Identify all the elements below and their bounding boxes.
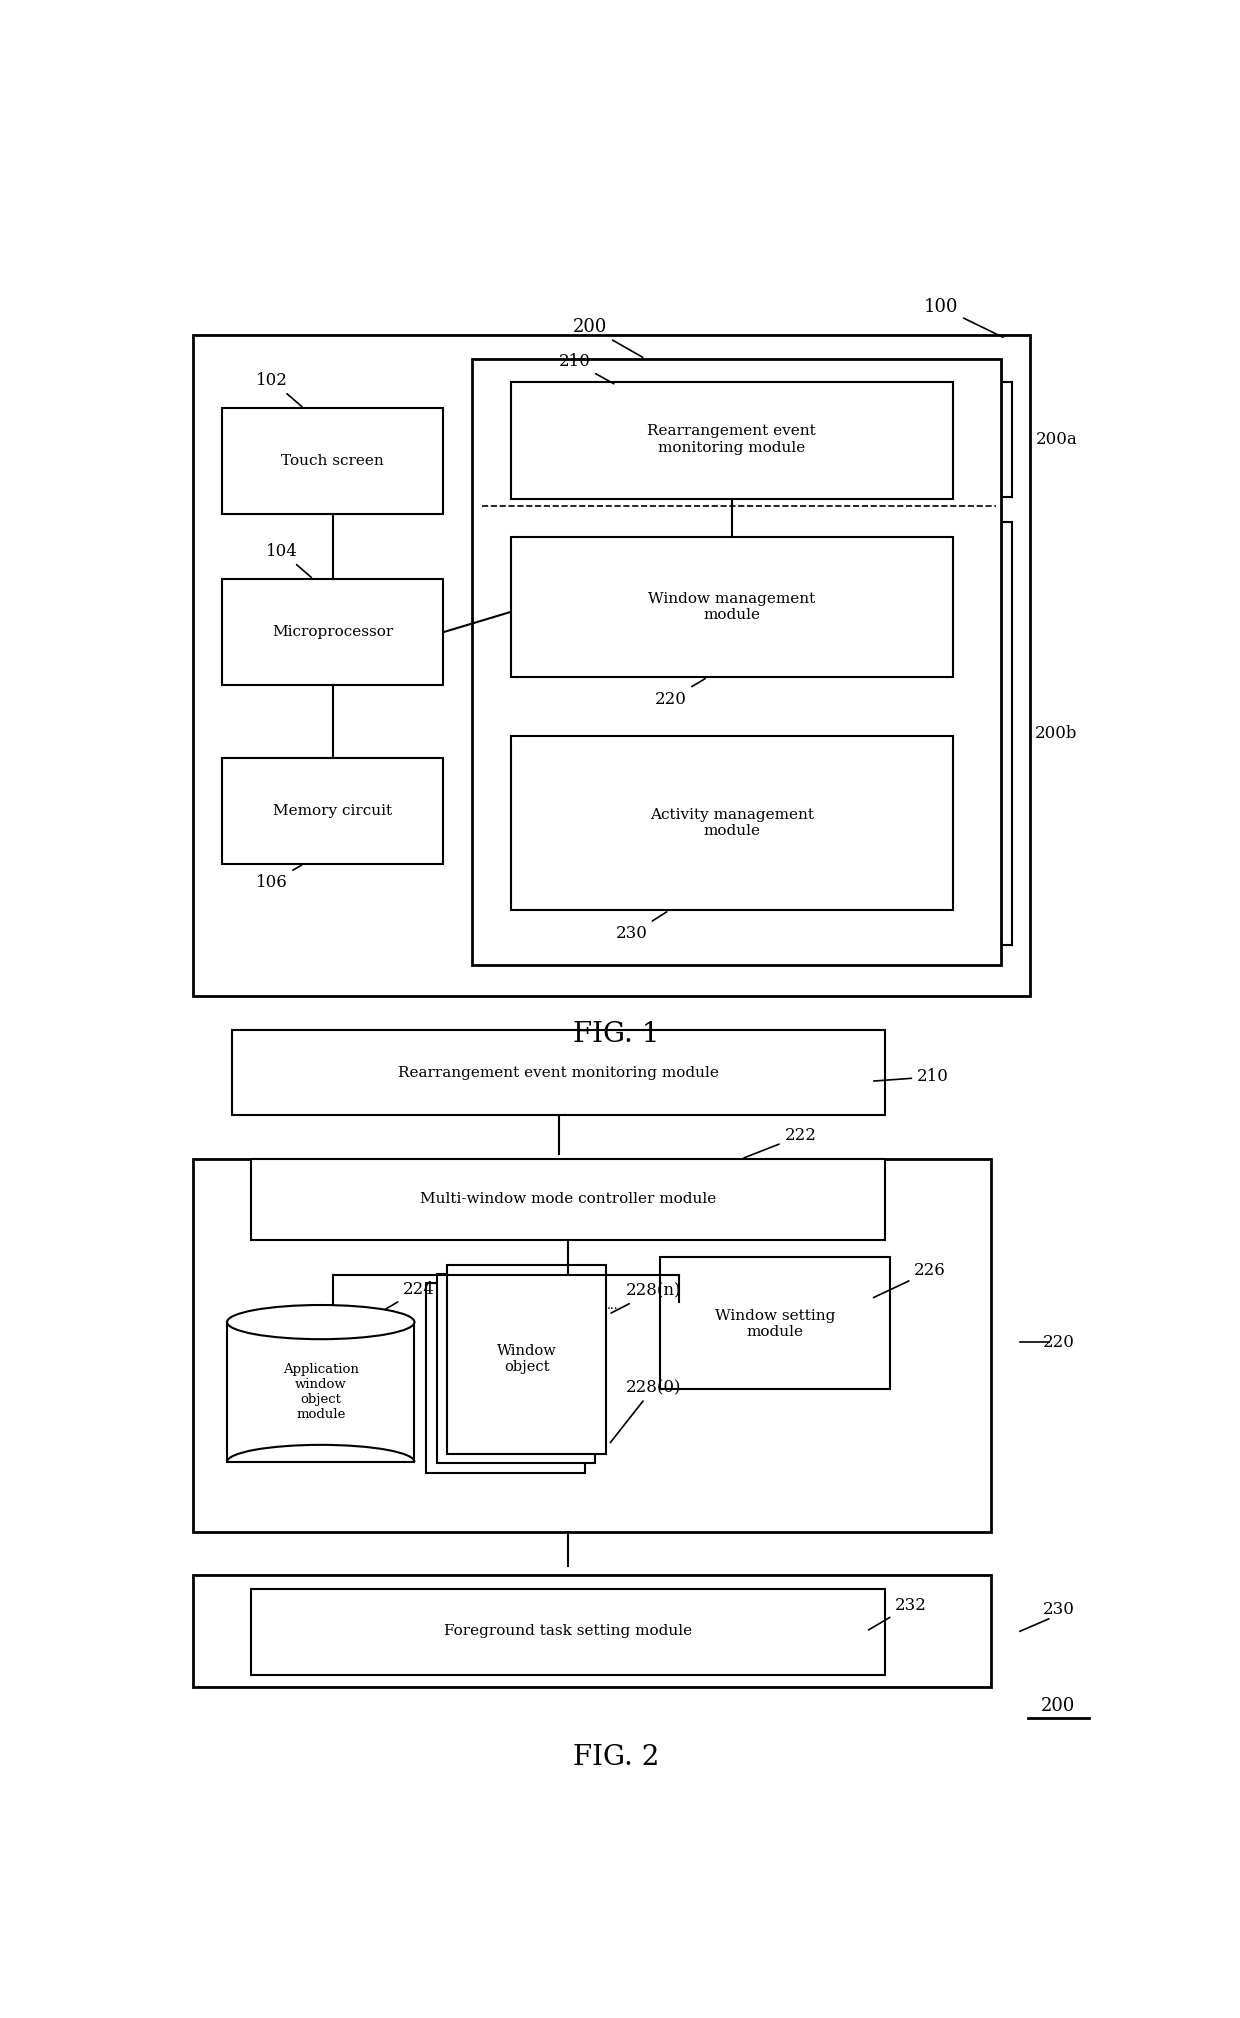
Text: ...: ...	[606, 1298, 619, 1312]
FancyBboxPatch shape	[427, 1283, 584, 1473]
FancyBboxPatch shape	[511, 537, 952, 678]
Text: 200b: 200b	[1035, 724, 1078, 743]
Text: 220: 220	[1043, 1334, 1074, 1350]
Text: Window
object: Window object	[497, 1344, 557, 1374]
Text: 200: 200	[573, 319, 642, 357]
Text: Multi-window mode controller module: Multi-window mode controller module	[420, 1193, 717, 1207]
FancyBboxPatch shape	[193, 1158, 991, 1532]
FancyBboxPatch shape	[193, 335, 1029, 995]
FancyBboxPatch shape	[660, 1257, 890, 1388]
Text: 200a: 200a	[1035, 432, 1078, 448]
FancyBboxPatch shape	[193, 1576, 991, 1687]
Text: Rearrangement event
monitoring module: Rearrangement event monitoring module	[647, 424, 816, 454]
FancyBboxPatch shape	[436, 1273, 595, 1463]
Text: 106: 106	[255, 866, 301, 892]
Text: 230: 230	[616, 912, 667, 942]
FancyBboxPatch shape	[222, 759, 444, 864]
FancyBboxPatch shape	[511, 381, 952, 498]
Text: Application
window
object
module: Application window object module	[283, 1362, 358, 1421]
Text: 222: 222	[744, 1128, 816, 1158]
FancyBboxPatch shape	[227, 1322, 414, 1461]
FancyBboxPatch shape	[250, 1590, 885, 1675]
Text: 228(0): 228(0)	[610, 1378, 682, 1443]
Text: FIG. 2: FIG. 2	[573, 1744, 660, 1770]
Text: 104: 104	[265, 543, 311, 577]
Ellipse shape	[227, 1306, 414, 1340]
Text: FIG. 1: FIG. 1	[573, 1021, 660, 1047]
Text: Foreground task setting module: Foreground task setting module	[444, 1624, 692, 1639]
FancyBboxPatch shape	[222, 408, 444, 515]
Text: 224: 224	[373, 1281, 435, 1316]
Text: Activity management
module: Activity management module	[650, 807, 813, 837]
Text: Touch screen: Touch screen	[281, 454, 384, 468]
Text: Window management
module: Window management module	[649, 591, 815, 622]
FancyBboxPatch shape	[511, 737, 952, 910]
Text: 102: 102	[255, 371, 301, 406]
Text: 210: 210	[874, 1068, 949, 1086]
Text: 226: 226	[873, 1263, 946, 1298]
Text: 100: 100	[924, 299, 1003, 337]
Text: Microprocessor: Microprocessor	[272, 626, 393, 640]
FancyBboxPatch shape	[222, 579, 444, 684]
Text: Rearrangement event monitoring module: Rearrangement event monitoring module	[398, 1066, 719, 1080]
FancyBboxPatch shape	[250, 1158, 885, 1239]
FancyBboxPatch shape	[448, 1265, 605, 1455]
FancyBboxPatch shape	[472, 359, 1001, 965]
Text: 230: 230	[1043, 1600, 1074, 1618]
FancyBboxPatch shape	[232, 1029, 885, 1116]
Text: 220: 220	[655, 678, 706, 708]
Text: 210: 210	[558, 353, 614, 383]
Text: Memory circuit: Memory circuit	[273, 803, 392, 817]
Text: 200: 200	[1042, 1697, 1075, 1715]
Text: 232: 232	[868, 1596, 926, 1631]
Text: Window setting
module: Window setting module	[714, 1308, 835, 1338]
Text: 228(n): 228(n)	[611, 1283, 682, 1314]
